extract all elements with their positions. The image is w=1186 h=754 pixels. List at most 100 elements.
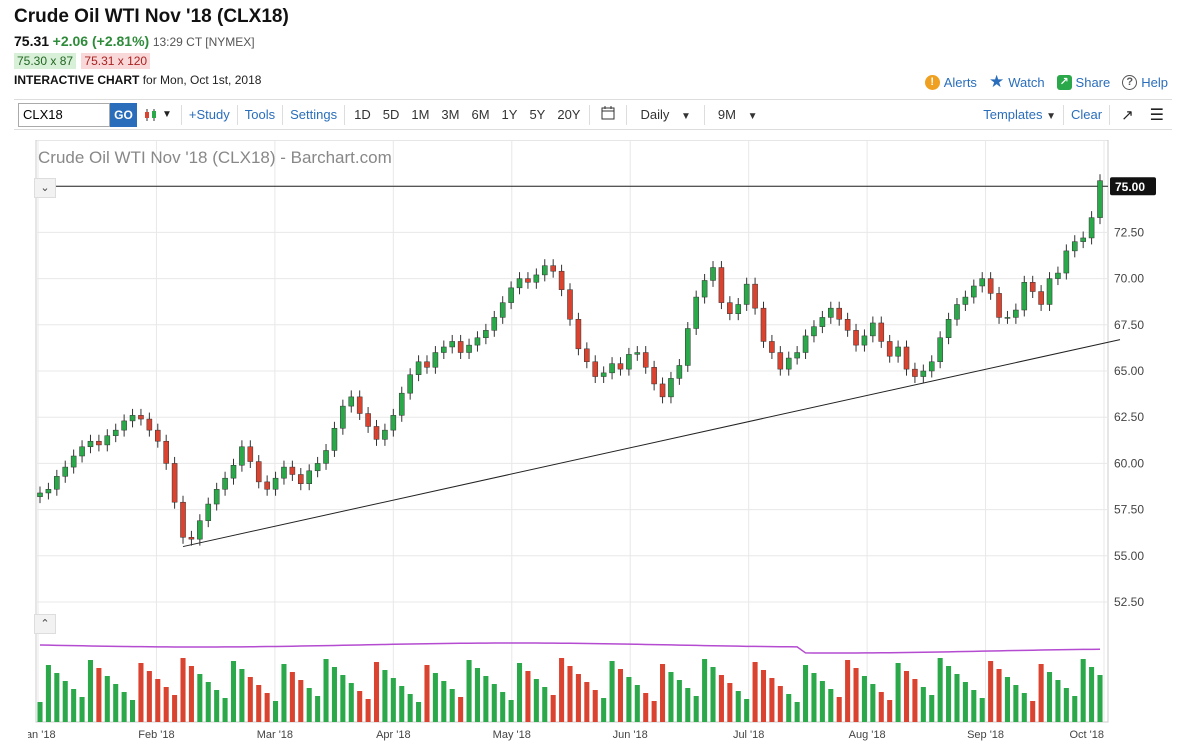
volume-bar: [794, 702, 800, 722]
period-button[interactable]: 1D: [354, 107, 371, 122]
bid-ask: 75.30 x 87 75.31 x 120: [14, 53, 151, 69]
watch-label: Watch: [1008, 74, 1045, 90]
candle-body: [760, 307, 767, 342]
share-link[interactable]: ↗ Share: [1056, 74, 1110, 90]
volume-bar: [1072, 696, 1078, 722]
x-tick-label: Jun '18: [613, 729, 648, 741]
volume-bar: [113, 684, 119, 722]
volume-bar: [441, 681, 447, 722]
candle-body: [516, 278, 523, 289]
toolbar-separator: [703, 104, 705, 125]
volume-bar: [634, 685, 640, 722]
candle-body: [121, 420, 127, 431]
last-price: 75.31: [14, 33, 50, 49]
period-button[interactable]: 1M: [411, 107, 430, 122]
toolbar-separator: [180, 104, 182, 125]
trendline: [182, 339, 1121, 548]
volume-bar: [584, 682, 590, 722]
candle-body: [718, 267, 725, 303]
period-button[interactable]: 1Y: [501, 107, 518, 122]
candle-body: [1038, 291, 1044, 305]
toolbar-separator: [1063, 104, 1064, 125]
clear-button[interactable]: Clear: [1071, 107, 1103, 122]
help-icon: ?: [1122, 74, 1138, 90]
period-button[interactable]: 5D: [382, 107, 400, 122]
last-price-label: 75.00: [1115, 180, 1145, 194]
interactive-label: INTERACTIVE CHART: [14, 73, 140, 87]
volume-bar: [365, 699, 371, 722]
chevron-up-icon[interactable]: ⌃: [34, 614, 56, 634]
calendar-icon[interactable]: [593, 106, 623, 123]
settings-button[interactable]: Settings: [290, 107, 338, 122]
volume-bar: [718, 675, 724, 722]
candle-body: [104, 435, 111, 446]
candle-body: [205, 503, 212, 521]
candle-body: [1080, 237, 1086, 242]
volume-bar: [357, 691, 363, 722]
period-button[interactable]: 6M: [471, 107, 490, 122]
candle-body: [474, 337, 481, 346]
star-icon: ★: [988, 72, 1005, 91]
volume-bar: [988, 661, 994, 722]
price-change: +2.06 (+2.81%): [52, 33, 150, 49]
candle-body: [996, 293, 1002, 318]
interval-dropdown[interactable]: Daily ▼: [630, 107, 700, 122]
x-tick-label: Aug '18: [849, 729, 886, 741]
candle-body: [828, 307, 834, 318]
candle-body: [331, 428, 338, 451]
candle-body: [836, 307, 842, 320]
expand-icon[interactable]: ↗: [1121, 106, 1134, 124]
chevron-down-icon[interactable]: ⌄: [34, 178, 56, 198]
volume-bar: [449, 689, 455, 722]
candle-body: [903, 346, 910, 370]
period-button[interactable]: 5Y: [529, 107, 546, 122]
candle-body: [79, 446, 85, 457]
period-button[interactable]: 20Y: [557, 107, 581, 122]
chevron-down-icon: ▼: [162, 109, 172, 120]
volume-bar: [946, 666, 952, 722]
volume-bar: [937, 658, 943, 722]
candle-body: [483, 330, 489, 338]
candle-body: [920, 370, 927, 377]
candle-body: [188, 537, 195, 540]
candle-body: [1071, 241, 1078, 252]
volume-bar: [264, 693, 270, 722]
candle-body: [735, 304, 742, 314]
symbol-input[interactable]: [18, 102, 110, 127]
alerts-link[interactable]: ! Alerts: [924, 74, 977, 90]
help-link[interactable]: ? Help: [1122, 74, 1168, 90]
candle-body: [96, 440, 102, 446]
templates-dropdown[interactable]: Templates ▼: [979, 107, 1060, 122]
volume-bar: [803, 665, 809, 722]
volume-bar: [348, 683, 354, 722]
volume-bar: [281, 664, 287, 722]
period-button[interactable]: 3M: [441, 107, 460, 122]
tools-button[interactable]: Tools: [244, 107, 276, 122]
chart-toolbar: GO ▼ +Study Tools Settings 1D 5D 1M 3M 6M 1Y 5…: [14, 99, 1172, 130]
volume-bar: [87, 660, 94, 722]
study-button[interactable]: +Study: [188, 107, 230, 122]
volume-bar: [735, 691, 741, 722]
volume-bar: [54, 673, 60, 722]
go-button[interactable]: GO: [110, 102, 137, 127]
toolbar-separator: [626, 104, 628, 125]
chart-area[interactable]: Jan '18 Feb '18 Mar '18 Apr '18 May '18 Jun '…: [28, 140, 1172, 752]
candle-body: [138, 415, 144, 420]
chart-type-dropdown[interactable]: ▼: [137, 108, 178, 122]
candle-body: [954, 304, 960, 320]
candlestick-icon: [145, 108, 156, 121]
candle-body: [617, 363, 624, 370]
range-dropdown[interactable]: 9M ▼: [708, 107, 768, 122]
candle-body: [811, 326, 817, 337]
volume-bar: [230, 661, 237, 722]
candle-body: [962, 296, 969, 305]
candle-body: [213, 489, 220, 505]
menu-icon[interactable]: ☰: [1149, 106, 1164, 124]
volume-bar: [828, 689, 834, 722]
volume-bar: [273, 701, 279, 722]
volume-bar: [567, 666, 573, 722]
watch-link[interactable]: ★ Watch: [989, 72, 1045, 92]
candle-body: [163, 440, 169, 464]
candle-body: [525, 278, 531, 283]
volume-bar: [685, 688, 691, 722]
